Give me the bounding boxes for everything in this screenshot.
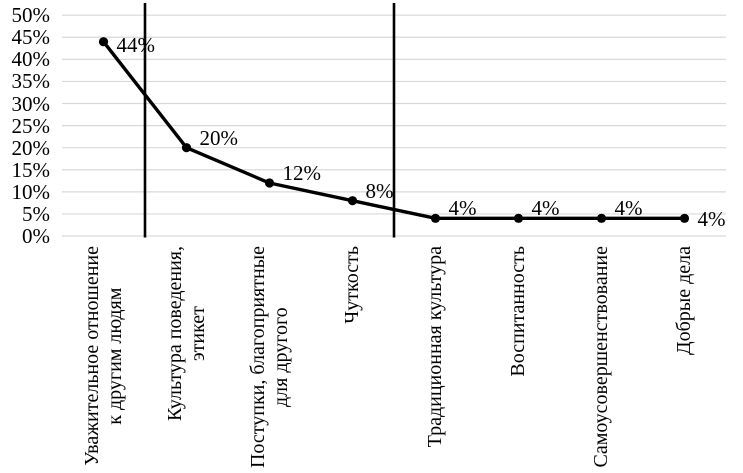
data-point-marker bbox=[98, 37, 109, 47]
data-label: 4% bbox=[448, 196, 477, 221]
data-label: 4% bbox=[531, 196, 560, 221]
category-label: Уважительное отношение к другим людям bbox=[80, 246, 126, 466]
category-label: Добрые дела bbox=[673, 246, 695, 356]
category-cell: Традиционная культура bbox=[394, 241, 477, 473]
y-tick-label: 20% bbox=[11, 135, 51, 160]
data-point-marker bbox=[679, 213, 690, 223]
x-axis-category-labels: Уважительное отношение к другим людям Кул… bbox=[62, 241, 726, 473]
data-label: 4% bbox=[697, 207, 726, 232]
data-label: 4% bbox=[614, 196, 643, 221]
y-tick-label: 25% bbox=[11, 113, 51, 138]
y-tick-label: 35% bbox=[11, 69, 51, 94]
data-point-marker bbox=[181, 143, 192, 153]
y-tick-label: 40% bbox=[11, 47, 51, 72]
data-point-marker bbox=[264, 178, 275, 188]
data-point-marker bbox=[347, 196, 358, 206]
category-cell: Поступки, благоприятные для другого bbox=[228, 241, 311, 473]
series-line bbox=[102, 40, 685, 221]
category-label: Поступки, благоприятные для другого bbox=[246, 246, 292, 469]
category-cell: Культура поведения, этикет bbox=[145, 241, 228, 473]
data-label: 44% bbox=[116, 32, 156, 57]
data-label: 20% bbox=[199, 125, 239, 150]
category-cell: Воспитанность bbox=[477, 241, 560, 473]
y-tick-label: 50% bbox=[11, 3, 51, 28]
data-point-marker bbox=[430, 213, 441, 223]
category-label: Самоусовершенствование bbox=[590, 246, 612, 468]
category-cell: Чуткость bbox=[311, 241, 394, 473]
category-cell: Самоусовершенствование bbox=[560, 241, 643, 473]
y-tick-label: 0% bbox=[22, 224, 50, 248]
y-tick-label: 45% bbox=[11, 25, 51, 50]
category-label: Культура поведения, этикет bbox=[163, 246, 209, 421]
category-label: Чуткость bbox=[341, 246, 363, 324]
data-point-marker bbox=[513, 213, 524, 223]
y-tick-label: 15% bbox=[11, 157, 51, 182]
y-tick-label: 5% bbox=[22, 201, 50, 226]
data-point-marker bbox=[596, 213, 607, 223]
data-label: 8% bbox=[365, 178, 394, 203]
data-label: 12% bbox=[282, 161, 322, 185]
category-label: Воспитанность bbox=[507, 246, 529, 377]
category-cell: Уважительное отношение к другим людям bbox=[62, 241, 145, 473]
category-label: Традиционная культура bbox=[424, 246, 446, 448]
category-cell: Добрые дела bbox=[643, 241, 726, 473]
y-tick-label: 30% bbox=[11, 91, 51, 116]
y-tick-label: 10% bbox=[11, 179, 51, 204]
